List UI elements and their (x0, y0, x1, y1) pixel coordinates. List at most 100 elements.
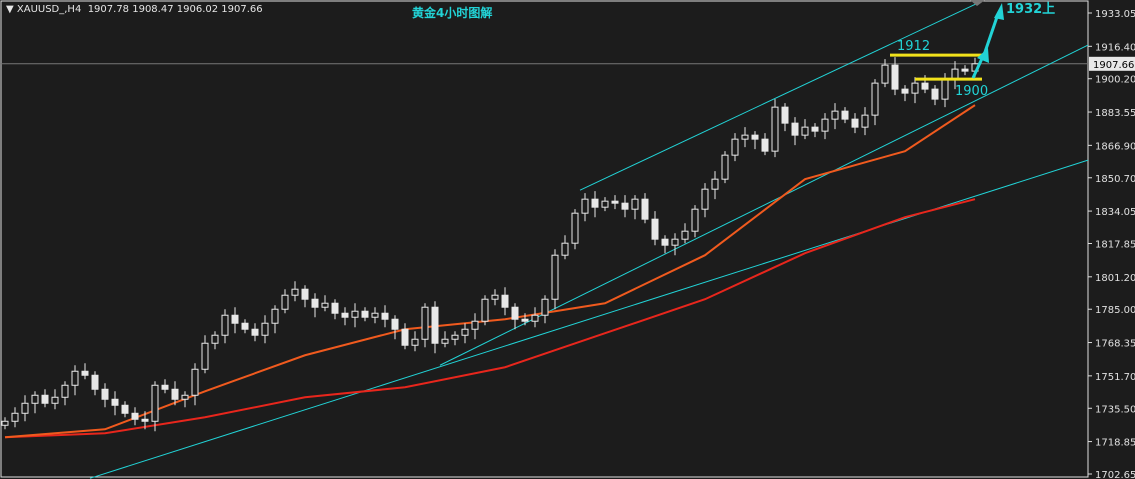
candle (181, 391, 189, 408)
candle (701, 183, 709, 218)
chart-header: ▼ XAUUSD_,H4 1907.78 1908.47 1906.02 190… (6, 4, 263, 15)
scroll-marker-icon (970, 0, 985, 6)
candle (831, 103, 839, 130)
candle-body (881, 64, 889, 84)
candle (341, 307, 349, 326)
candle-body (841, 110, 849, 120)
candle-body (381, 312, 389, 320)
y-tick-label: 1834.05 (1095, 207, 1135, 218)
candle (521, 313, 529, 326)
candle (361, 307, 369, 322)
level-label: 1912 (897, 39, 930, 54)
candle (621, 195, 629, 218)
candle-body (411, 338, 419, 346)
candle-body (421, 306, 429, 340)
candle (721, 151, 729, 184)
candle (431, 301, 439, 354)
candle (401, 323, 409, 350)
candle-body (791, 122, 799, 136)
y-tick-label: 1866.90 (1095, 141, 1135, 152)
header-arrow-icon[interactable]: ▼ (6, 4, 17, 15)
candle-body (361, 310, 369, 318)
candle (811, 123, 819, 138)
candle (861, 107, 869, 136)
candle (81, 363, 89, 380)
candle-body (341, 312, 349, 318)
candle-body (31, 394, 39, 404)
candle (231, 307, 239, 334)
candle (541, 295, 549, 324)
y-tick-label: 1850.70 (1095, 174, 1135, 185)
candle (641, 193, 649, 224)
candle (891, 57, 899, 96)
candle-body (111, 398, 119, 406)
y-tick-label: 1916.40 (1095, 42, 1135, 53)
candle-body (61, 384, 69, 398)
y-tick-label: 1751.70 (1095, 372, 1135, 383)
candle (251, 323, 259, 342)
candle (321, 295, 329, 312)
candle (791, 117, 799, 146)
candle (931, 85, 939, 106)
candle-body (801, 126, 809, 136)
candle-body (501, 294, 509, 308)
candle-body (81, 370, 89, 376)
candle (501, 287, 509, 316)
candle-body (531, 314, 539, 322)
candle-body (581, 198, 589, 214)
candle (851, 113, 859, 134)
candle (731, 133, 739, 162)
candle-body (741, 134, 749, 140)
candle (281, 289, 289, 314)
target-arrow-head-icon (994, 3, 1004, 20)
candle-body (201, 342, 209, 370)
candle (1, 417, 9, 430)
candle-body (331, 302, 339, 314)
candle (481, 295, 489, 326)
candle-body (461, 328, 469, 336)
candle (221, 309, 229, 344)
candle-body (41, 394, 49, 404)
trend-line (579, 1, 981, 191)
y-tick-label: 1702.65 (1095, 470, 1135, 479)
candle (531, 307, 539, 328)
candle-body (621, 202, 629, 210)
candle-body (1, 420, 9, 426)
candle (21, 395, 29, 422)
candle (211, 331, 219, 350)
candle (881, 59, 889, 88)
candle (651, 211, 659, 246)
candle (311, 293, 319, 318)
candle-body (231, 314, 239, 324)
candle (821, 113, 829, 140)
candle (11, 407, 19, 428)
candle-body (281, 294, 289, 310)
candle (351, 303, 359, 328)
candle (201, 335, 209, 374)
y-tick-label: 1900.20 (1095, 75, 1135, 86)
candle-body (271, 308, 279, 324)
candle-body (561, 242, 569, 256)
candle-body (871, 82, 879, 116)
candle-body (941, 78, 949, 100)
candle (511, 303, 519, 330)
candle-body (931, 88, 939, 100)
candle (461, 323, 469, 344)
candle-body (511, 306, 519, 320)
candle-body (291, 288, 299, 296)
candle (61, 381, 69, 406)
candle-body (431, 306, 439, 344)
candle-body (321, 302, 329, 308)
candle (581, 193, 589, 222)
candle (131, 407, 139, 426)
candle-body (821, 118, 829, 132)
candle-body (151, 384, 159, 422)
candle (761, 133, 769, 156)
candle (551, 249, 559, 310)
candle-body (551, 254, 559, 300)
candle (371, 307, 379, 324)
symbol-label: XAUUSD_,H4 (16, 4, 82, 15)
candle (441, 331, 449, 348)
candle-body (671, 238, 679, 246)
